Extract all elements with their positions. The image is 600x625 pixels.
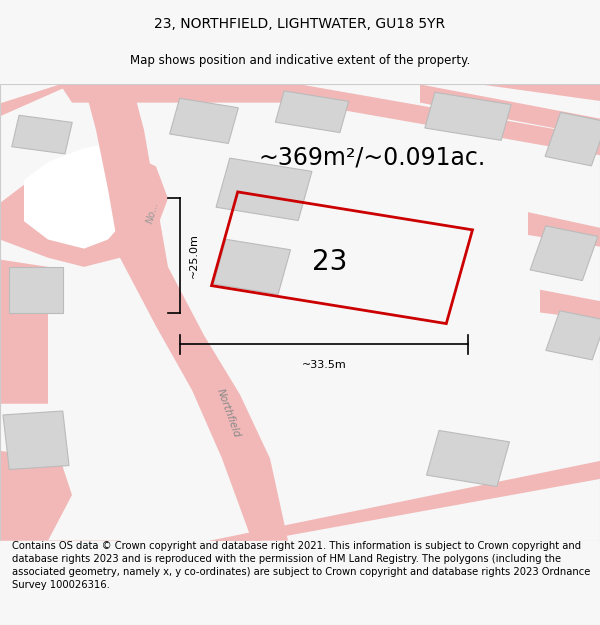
Polygon shape [12,115,72,154]
Polygon shape [210,459,600,550]
Polygon shape [530,226,598,281]
Polygon shape [480,84,600,102]
Polygon shape [300,84,600,158]
Polygon shape [425,92,511,141]
Polygon shape [3,411,69,469]
Polygon shape [9,267,63,312]
Polygon shape [427,431,509,486]
Polygon shape [170,98,238,144]
Text: Northfield: Northfield [214,387,242,439]
Text: 23: 23 [313,248,347,276]
Text: Contains OS data © Crown copyright and database right 2021. This information is : Contains OS data © Crown copyright and d… [12,541,590,590]
Polygon shape [528,212,600,249]
Polygon shape [0,148,168,267]
Text: 23, NORTHFIELD, LIGHTWATER, GU18 5YR: 23, NORTHFIELD, LIGHTWATER, GU18 5YR [154,17,446,31]
Polygon shape [0,84,72,116]
Polygon shape [0,258,48,404]
Polygon shape [420,84,600,139]
Polygon shape [0,449,72,541]
Text: Map shows position and indicative extent of the property.: Map shows position and indicative extent… [130,54,470,68]
Polygon shape [24,144,144,249]
Polygon shape [0,541,120,550]
Text: No...: No... [145,200,161,224]
Polygon shape [216,158,312,221]
Polygon shape [60,84,312,102]
Polygon shape [275,91,349,132]
Polygon shape [214,239,290,294]
Polygon shape [546,311,600,360]
Polygon shape [540,290,600,322]
Text: ~25.0m: ~25.0m [189,233,199,278]
Polygon shape [545,112,600,166]
Polygon shape [84,84,288,541]
Text: ~369m²/~0.091ac.: ~369m²/~0.091ac. [259,146,485,169]
Text: ~33.5m: ~33.5m [302,361,346,371]
